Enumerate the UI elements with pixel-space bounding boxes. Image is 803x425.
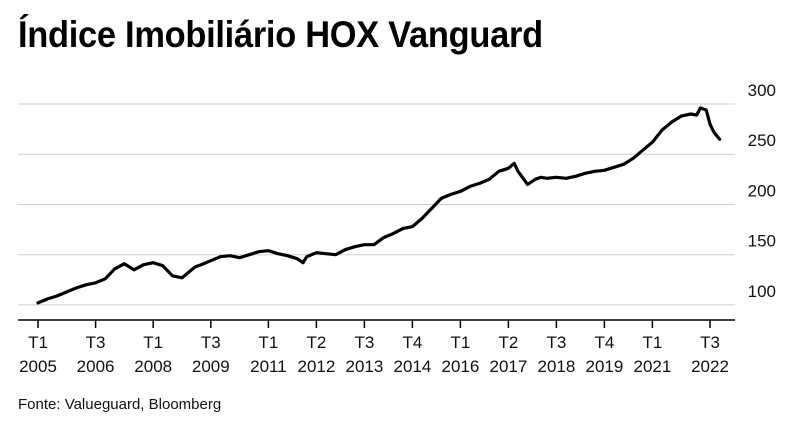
x-tick-year-label: 2016 — [441, 357, 479, 376]
x-tick-year-label: 2012 — [297, 357, 335, 376]
chart-title: Índice Imobiliário HOX Vanguard — [18, 14, 543, 55]
source-note: Fonte: Valueguard, Bloomberg — [18, 396, 222, 413]
y-tick-label: 200 — [748, 181, 776, 200]
index-series-line — [36, 106, 722, 305]
x-tick-quarter-label: T3 — [201, 333, 221, 352]
y-tick-label: 300 — [748, 81, 776, 100]
x-tick-quarter-label: T1 — [143, 333, 163, 352]
x-tick-quarter-label: T4 — [594, 333, 614, 352]
x-tick-year-label: 2008 — [134, 357, 172, 376]
x-tick-year-label: 2019 — [585, 357, 623, 376]
x-tick-quarter-label: T1 — [642, 333, 662, 352]
y-axis-tick-labels: 100 150 200 250 300 — [748, 81, 776, 301]
y-tick-label: 250 — [748, 131, 776, 150]
x-tick-quarter-label: T4 — [402, 333, 422, 352]
x-tick-quarter-label: T3 — [86, 333, 106, 352]
x-tick-year-label: 2013 — [345, 357, 383, 376]
x-tick-quarter-label: T3 — [546, 333, 566, 352]
x-tick-quarter-label: T2 — [498, 333, 518, 352]
x-tick-quarter-label: T1 — [28, 333, 48, 352]
x-tick-year-label: 2011 — [250, 357, 287, 376]
x-tick-quarter-label: T3 — [354, 333, 374, 352]
x-tick-quarter-label: T1 — [450, 333, 470, 352]
x-tick-quarter-label: T3 — [700, 333, 720, 352]
grid-lines — [18, 103, 735, 306]
x-axis-ticks: T1 2005 T3 2006 T1 2008 T3 2009 T1 2011 T2 2012 T3 20… — [19, 320, 729, 376]
x-tick-year-label: 2018 — [537, 357, 575, 376]
y-tick-label: 100 — [748, 282, 776, 301]
x-tick-year-label: 2014 — [393, 357, 431, 376]
x-tick-year-label: 2009 — [192, 357, 230, 376]
x-tick-year-label: 2017 — [489, 357, 527, 376]
x-tick-quarter-label: T2 — [306, 333, 326, 352]
y-tick-label: 150 — [748, 232, 776, 251]
x-tick-year-label: 2022 — [691, 357, 729, 376]
x-tick-year-label: 2021 — [633, 357, 671, 376]
x-tick-year-label: 2005 — [19, 357, 57, 376]
x-tick-quarter-label: T1 — [258, 333, 278, 352]
x-tick-year-label: 2006 — [77, 357, 115, 376]
